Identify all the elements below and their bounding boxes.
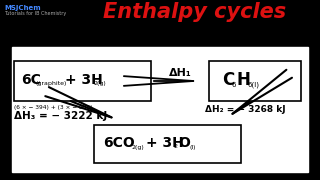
Text: 2(g): 2(g) — [131, 145, 144, 150]
Text: + 3H: + 3H — [146, 136, 184, 150]
Text: 6CO: 6CO — [103, 136, 135, 150]
FancyBboxPatch shape — [209, 61, 301, 101]
Text: 2(g): 2(g) — [93, 82, 106, 87]
Text: ΔH₂ = − 3268 kJ: ΔH₂ = − 3268 kJ — [205, 105, 285, 114]
FancyBboxPatch shape — [14, 61, 151, 101]
Text: O: O — [178, 136, 190, 150]
Text: 2: 2 — [174, 145, 178, 150]
Text: + 3H: + 3H — [65, 73, 103, 87]
Text: Enthalpy cycles: Enthalpy cycles — [103, 2, 287, 22]
Text: H: H — [237, 71, 251, 89]
Text: 6: 6 — [232, 82, 236, 88]
FancyBboxPatch shape — [94, 125, 241, 163]
Text: MSJChem: MSJChem — [4, 5, 41, 11]
FancyBboxPatch shape — [12, 47, 308, 172]
Text: ΔH₁: ΔH₁ — [169, 68, 191, 78]
Text: C: C — [222, 71, 234, 89]
Text: ΔH₃ = − 3222 kJ: ΔH₃ = − 3222 kJ — [14, 111, 107, 121]
Text: (6 × − 394) + (3 × − 286): (6 × − 394) + (3 × − 286) — [14, 105, 92, 109]
Text: (graphite): (graphite) — [35, 82, 66, 87]
Text: 6C: 6C — [21, 73, 41, 87]
Text: (l): (l) — [190, 145, 196, 150]
Text: 6(l): 6(l) — [248, 82, 260, 88]
Text: Tutorials for IB Chemistry: Tutorials for IB Chemistry — [4, 12, 66, 17]
